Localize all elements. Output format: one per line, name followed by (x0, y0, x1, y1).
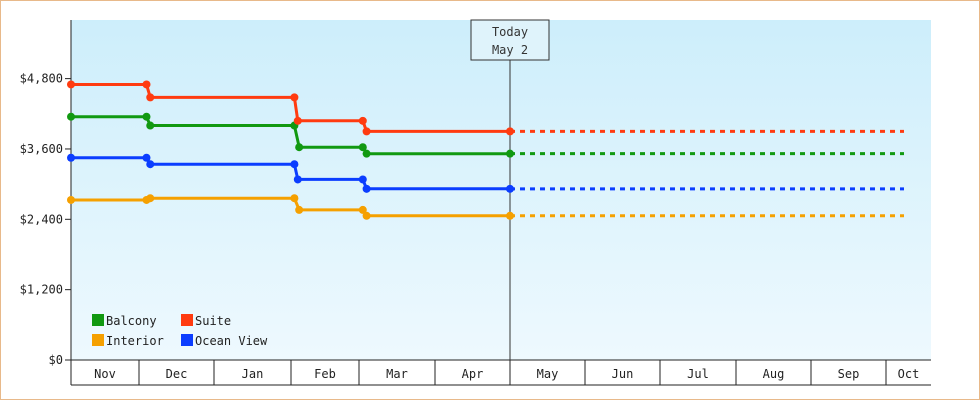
data-point-interior (358, 205, 367, 214)
data-point-suite (506, 127, 514, 136)
data-point-interior (67, 195, 75, 204)
data-point-balcony (358, 143, 367, 152)
legend-label-ocean-view: Ocean View (195, 334, 268, 348)
data-point-ocean-view (146, 160, 155, 169)
data-point-ocean-view (67, 153, 75, 162)
data-point-interior (295, 205, 304, 214)
data-point-interior (146, 194, 155, 203)
data-point-ocean-view (506, 184, 514, 193)
data-point-balcony (506, 149, 514, 158)
y-tick-label: $2,400 (20, 212, 63, 226)
month-label: Nov (94, 367, 116, 381)
month-label: May (537, 367, 559, 381)
month-label: Jan (242, 367, 264, 381)
data-point-ocean-view (358, 175, 367, 184)
y-tick-label: $1,200 (20, 283, 63, 297)
legend-swatch-balcony (92, 314, 104, 326)
month-label: Sep (838, 367, 860, 381)
data-point-interior (506, 211, 514, 220)
month-label: Apr (462, 367, 484, 381)
today-date: May 2 (492, 43, 528, 57)
month-label: Jul (687, 367, 709, 381)
data-point-ocean-view (290, 160, 299, 169)
data-point-ocean-view (293, 175, 302, 184)
data-point-suite (290, 93, 299, 102)
data-point-suite (67, 80, 75, 89)
data-point-interior (362, 211, 371, 220)
y-tick-label: $0 (49, 353, 63, 367)
data-point-balcony (295, 143, 304, 152)
month-label: Dec (166, 367, 188, 381)
data-point-balcony (142, 112, 151, 121)
today-label: Today (492, 25, 528, 39)
data-point-ocean-view (142, 153, 151, 162)
y-tick-label: $4,800 (20, 72, 63, 86)
data-point-suite (362, 127, 371, 136)
data-point-ocean-view (362, 184, 371, 193)
data-point-suite (146, 93, 155, 102)
data-point-suite (358, 116, 367, 125)
data-point-balcony (146, 121, 155, 130)
data-point-suite (142, 80, 151, 89)
data-point-suite (293, 116, 302, 125)
y-tick-label: $3,600 (20, 142, 63, 156)
legend-label-interior: Interior (106, 334, 164, 348)
data-point-interior (290, 194, 299, 203)
month-label: Aug (763, 367, 785, 381)
month-label: Oct (898, 367, 920, 381)
month-label: Mar (386, 367, 408, 381)
month-label: Jun (612, 367, 634, 381)
legend-swatch-interior (92, 334, 104, 346)
data-point-balcony (362, 149, 371, 158)
month-label: Feb (314, 367, 336, 381)
today-box (470, 19, 550, 61)
legend-swatch-ocean-view (181, 334, 193, 346)
data-point-balcony (67, 112, 75, 121)
legend-label-suite: Suite (195, 314, 231, 328)
legend-label-balcony: Balcony (106, 314, 157, 328)
legend-swatch-suite (181, 314, 193, 326)
